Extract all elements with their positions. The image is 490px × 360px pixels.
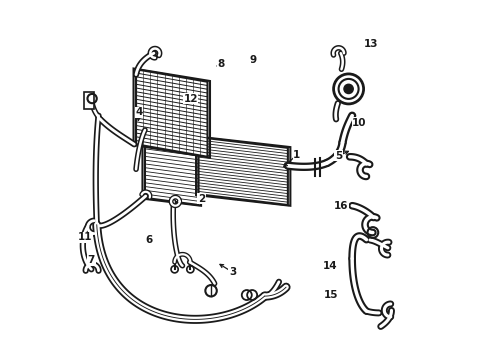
- Circle shape: [344, 84, 353, 94]
- Polygon shape: [145, 130, 198, 205]
- Text: 6: 6: [146, 235, 153, 245]
- Text: 14: 14: [323, 261, 337, 271]
- Text: 1: 1: [293, 150, 300, 160]
- Text: 8: 8: [217, 59, 224, 69]
- Text: 15: 15: [324, 290, 339, 300]
- Text: 10: 10: [352, 118, 367, 128]
- Text: 5: 5: [335, 151, 342, 161]
- Text: 2: 2: [198, 194, 205, 203]
- Polygon shape: [136, 69, 207, 157]
- Text: 12: 12: [183, 94, 198, 104]
- Text: 7: 7: [88, 255, 95, 265]
- Text: 3: 3: [229, 267, 236, 277]
- Text: 11: 11: [78, 232, 92, 242]
- Text: 9: 9: [249, 55, 256, 64]
- Text: 16: 16: [334, 202, 348, 211]
- Text: 4: 4: [136, 107, 143, 117]
- Bar: [83, 93, 94, 109]
- Polygon shape: [198, 137, 288, 205]
- Text: 13: 13: [364, 39, 378, 49]
